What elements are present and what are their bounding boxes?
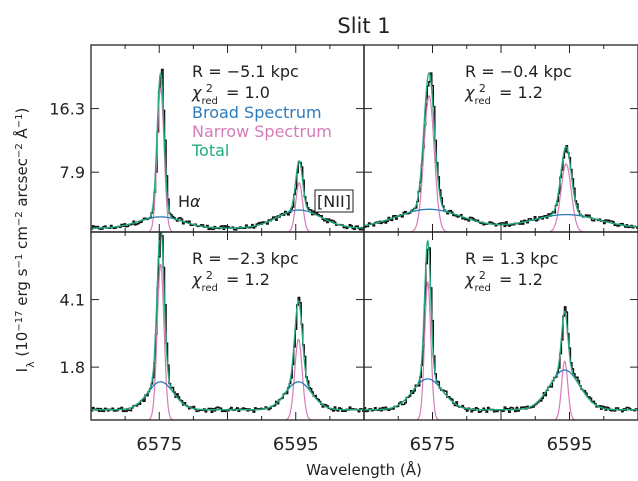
- chi-symbol-bl: χ: [191, 270, 202, 289]
- line-label-halpha-alpha: α: [190, 192, 201, 211]
- chi-superscript-tr: 2: [479, 82, 486, 95]
- chi-label-tl: χred2 = 1.0: [191, 82, 270, 107]
- chi-subscript-br: red: [474, 283, 490, 294]
- chi-symbol-br: χ: [464, 270, 475, 289]
- plot-area-bl: [91, 232, 364, 420]
- total-fit-bl: [91, 232, 364, 411]
- chi-value-bl: = 1.2: [221, 270, 270, 289]
- chi-label-br: χred2 = 1.2: [464, 269, 543, 294]
- y-label-sup-4: −2: [14, 143, 25, 158]
- line-label-nii: [NII]: [317, 192, 351, 211]
- x-tick-label-bl-1: 6595: [273, 434, 319, 455]
- chi-value-tr: = 1.2: [494, 83, 543, 102]
- chi-label-tr: χred2 = 1.2: [464, 82, 543, 107]
- y-tick-label-tl-0: 7.9: [60, 163, 85, 182]
- plot-area-br: [364, 239, 638, 420]
- legend-entry-broad: Broad Spectrum: [192, 103, 322, 122]
- radius-label-tr: R = −0.4 kpc: [465, 62, 572, 81]
- observed-spectrum-br: [364, 247, 638, 413]
- chart-title: Slit 1: [337, 14, 390, 38]
- x-tick-label-br-1: 6595: [547, 434, 593, 455]
- total-fit-br: [364, 239, 638, 411]
- chi-superscript-bl: 2: [206, 269, 213, 282]
- y-tick-label-tl-1: 16.3: [49, 100, 85, 119]
- chi-value-br: = 1.2: [494, 270, 543, 289]
- x-axis-label: Wavelength (Å): [306, 460, 422, 479]
- x-tick-label-bl-0: 6575: [136, 434, 182, 455]
- chi-superscript-tl: 2: [206, 82, 213, 95]
- legend-entry-narrow: Narrow Spectrum: [192, 122, 332, 141]
- y-label-sub: λ: [24, 361, 37, 368]
- y-label-sup-2: −1: [14, 254, 25, 269]
- observed-spectrum-tr: [364, 72, 638, 229]
- chi-label-bl: χred2 = 1.2: [191, 269, 270, 294]
- y-tick-label-bl-1: 4.1: [60, 291, 85, 310]
- chi-symbol-tl: χ: [191, 83, 202, 102]
- chi-subscript-tr: red: [474, 96, 490, 107]
- chi-superscript-br: 2: [479, 269, 486, 282]
- legend-entry-total: Total: [191, 141, 229, 160]
- line-label-nii-box: [NII]: [314, 189, 354, 213]
- observed-spectrum-bl: [91, 232, 364, 414]
- line-label-halpha: Hα: [178, 192, 201, 211]
- y-label-sup-5: −1: [14, 114, 25, 129]
- radius-label-tl: R = −5.1 kpc: [192, 62, 299, 81]
- chi-value-tl: = 1.0: [221, 83, 270, 102]
- y-axis-label: Iλ (10−17 erg s−1 cm−2 arcsec−2 Å−1): [12, 108, 37, 373]
- chi-subscript-tl: red: [201, 96, 217, 107]
- radius-label-bl: R = −2.3 kpc: [192, 249, 299, 268]
- y-label-sup-3: −2: [14, 211, 25, 226]
- y-label-sup-1: −17: [14, 311, 25, 332]
- x-tick-label-br-0: 6575: [410, 434, 456, 455]
- chi-symbol-tr: χ: [464, 83, 475, 102]
- chi-subscript-bl: red: [201, 283, 217, 294]
- radius-label-br: R = 1.3 kpc: [465, 249, 558, 268]
- line-label-nii-frame: [314, 189, 354, 213]
- y-tick-label-bl-0: 1.8: [60, 358, 85, 377]
